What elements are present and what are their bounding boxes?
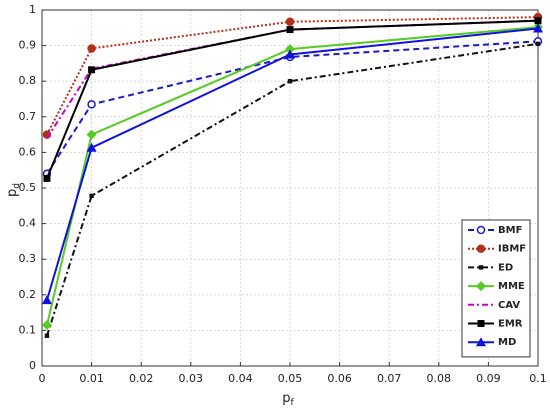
x-tick-label: 0 (39, 372, 46, 385)
data-point (41, 320, 52, 331)
x-tick-label: 0.01 (79, 372, 104, 385)
data-point (88, 66, 96, 74)
data-point (535, 41, 541, 47)
data-point (87, 100, 96, 109)
legend-label: BMF (498, 225, 522, 236)
legend-marker (476, 225, 486, 235)
series-line (46, 19, 539, 139)
legend-label: CAV (498, 300, 520, 311)
legend-marker (476, 337, 486, 347)
y-tick-label: 0.9 (19, 39, 37, 52)
legend-label: MME (498, 281, 525, 292)
data-point (86, 129, 97, 140)
x-tick-label: 0.03 (179, 372, 204, 385)
x-tick-label: 0.05 (278, 372, 303, 385)
y-tick-label: 0 (29, 359, 36, 372)
x-tick-label: 0.08 (427, 372, 452, 385)
data-point (41, 295, 52, 305)
x-axis-label: pf (282, 391, 294, 408)
legend-box (461, 219, 531, 358)
legend-label: ED (498, 262, 513, 273)
data-point (89, 193, 94, 199)
legend-marker (478, 265, 484, 270)
series-line (46, 16, 539, 136)
series-line (46, 27, 539, 301)
legend: BMF IBMF ED MME CAV EMR MD (461, 219, 531, 358)
data-point (286, 26, 294, 34)
data-point (285, 44, 295, 55)
y-tick-label: 0.2 (19, 288, 37, 301)
legend-label: EMR (498, 319, 523, 330)
data-point (44, 333, 50, 338)
y-tick-label: 0.8 (19, 74, 37, 87)
data-point (285, 49, 295, 59)
y-tick-label: 1 (29, 3, 36, 16)
y-tick-label: 0.5 (19, 181, 37, 194)
series-line (46, 40, 539, 175)
data-point (43, 174, 51, 182)
legend-label: IBMF (498, 244, 526, 255)
legend-marker (477, 320, 485, 327)
y-tick-label: 0.3 (19, 252, 37, 265)
series-line (46, 42, 539, 337)
y-axis-label: pd (5, 183, 22, 197)
data-point (285, 17, 295, 26)
y-tick-label: 0.1 (19, 323, 37, 336)
plot-frame (41, 9, 539, 367)
data-point (86, 142, 97, 152)
x-tick-label: 0.07 (377, 372, 402, 385)
data-point (534, 17, 542, 25)
y-tick-label: 0.6 (19, 145, 37, 158)
legend-marker (476, 244, 486, 253)
data-point (533, 23, 543, 33)
series-line (45, 26, 539, 326)
data-point (287, 79, 293, 84)
x-tick-label: 0.1 (529, 372, 547, 385)
legend-marker (476, 281, 486, 292)
x-tick-label: 0.09 (476, 372, 501, 385)
x-tick-label: 0.04 (228, 372, 253, 385)
x-tick-label: 0.02 (129, 372, 154, 385)
y-tick-label: 0.4 (19, 217, 37, 230)
legend-label: MD (498, 337, 516, 348)
series-line (46, 19, 539, 179)
x-tick-label: 0.06 (327, 372, 352, 385)
y-tick-label: 0.7 (19, 110, 37, 123)
data-point (87, 44, 96, 53)
